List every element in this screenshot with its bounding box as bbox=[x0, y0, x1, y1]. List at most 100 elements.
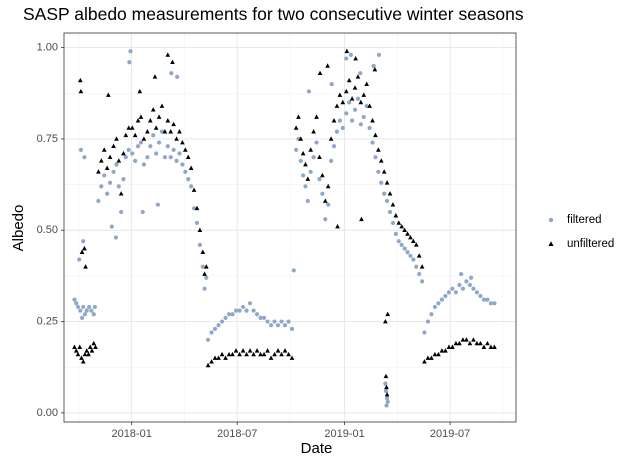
point-unfiltered bbox=[464, 337, 469, 342]
point-filtered bbox=[331, 144, 337, 149]
point-filtered bbox=[443, 293, 448, 299]
point-filtered bbox=[89, 308, 94, 313]
point-unfiltered bbox=[132, 132, 138, 138]
y-tick-label: 0.25 bbox=[37, 315, 58, 327]
point-filtered bbox=[133, 158, 138, 163]
point-unfiltered bbox=[156, 114, 162, 119]
point-filtered bbox=[373, 155, 378, 160]
point-filtered bbox=[355, 96, 361, 101]
point-filtered bbox=[205, 337, 211, 342]
point-filtered bbox=[168, 155, 173, 160]
x-axis-ticks: 2018-01 2018-07 2019-01 2019-07 bbox=[111, 422, 470, 440]
point-filtered bbox=[111, 169, 116, 174]
point-filtered bbox=[303, 184, 308, 189]
point-filtered bbox=[405, 250, 410, 255]
point-unfiltered bbox=[432, 351, 438, 357]
point-filtered bbox=[468, 275, 474, 280]
point-filtered bbox=[350, 118, 355, 123]
point-unfiltered bbox=[300, 150, 306, 156]
point-unfiltered bbox=[361, 92, 367, 97]
point-filtered bbox=[399, 242, 404, 247]
point-filtered bbox=[251, 308, 256, 313]
point-filtered bbox=[240, 304, 246, 310]
point-unfiltered bbox=[340, 99, 346, 105]
point-filtered bbox=[162, 155, 167, 160]
point-unfiltered bbox=[364, 81, 370, 86]
point-filtered bbox=[282, 323, 288, 328]
point-unfiltered bbox=[396, 220, 402, 225]
point-filtered bbox=[408, 253, 413, 258]
point-filtered bbox=[414, 264, 419, 269]
point-filtered bbox=[247, 301, 253, 306]
point-filtered bbox=[154, 151, 159, 156]
point-unfiltered bbox=[282, 348, 288, 353]
point-filtered bbox=[78, 308, 83, 313]
point-filtered bbox=[226, 312, 232, 317]
point-filtered bbox=[116, 184, 121, 189]
y-tick-label: 0.50 bbox=[37, 224, 58, 236]
point-unfiltered bbox=[337, 92, 343, 97]
point-filtered bbox=[371, 63, 376, 68]
point-unfiltered bbox=[105, 92, 111, 97]
point-filtered bbox=[308, 169, 313, 174]
point-filtered bbox=[194, 220, 200, 226]
point-filtered bbox=[367, 125, 372, 131]
point-filtered bbox=[219, 319, 225, 324]
point-unfiltered bbox=[77, 344, 83, 349]
point-unfiltered bbox=[422, 359, 427, 364]
point-filtered bbox=[344, 111, 349, 116]
point-unfiltered bbox=[381, 169, 387, 174]
point-unfiltered bbox=[460, 337, 466, 342]
point-unfiltered bbox=[344, 48, 350, 54]
point-filtered bbox=[165, 144, 170, 149]
point-unfiltered bbox=[425, 355, 431, 360]
point-unfiltered bbox=[367, 103, 372, 108]
point-unfiltered bbox=[384, 392, 390, 397]
point-unfiltered bbox=[261, 351, 267, 357]
point-filtered bbox=[86, 304, 92, 310]
point-unfiltered bbox=[165, 52, 171, 57]
point-filtered bbox=[126, 147, 131, 152]
series-filtered bbox=[72, 49, 497, 408]
point-filtered bbox=[183, 169, 188, 174]
point-filtered bbox=[429, 312, 434, 317]
point-filtered bbox=[376, 169, 381, 174]
point-unfiltered bbox=[286, 351, 291, 357]
point-unfiltered bbox=[467, 340, 473, 346]
point-unfiltered bbox=[118, 191, 124, 196]
point-filtered bbox=[326, 202, 331, 207]
point-filtered bbox=[82, 312, 88, 317]
point-unfiltered bbox=[240, 348, 246, 353]
point-filtered bbox=[384, 403, 389, 408]
legend-label-unfiltered: unfiltered bbox=[567, 238, 614, 250]
point-unfiltered bbox=[177, 129, 182, 134]
point-filtered bbox=[216, 323, 221, 328]
point-unfiltered bbox=[317, 70, 323, 75]
point-filtered bbox=[422, 330, 427, 335]
point-unfiltered bbox=[408, 234, 413, 240]
point-filtered bbox=[138, 140, 144, 145]
point-unfiltered bbox=[121, 150, 126, 156]
point-unfiltered bbox=[343, 88, 349, 94]
point-unfiltered bbox=[137, 88, 143, 94]
point-filtered bbox=[436, 301, 441, 306]
point-filtered bbox=[99, 184, 104, 189]
point-filtered bbox=[102, 173, 107, 178]
point-filtered bbox=[314, 140, 319, 145]
point-unfiltered bbox=[358, 99, 364, 105]
point-filtered bbox=[79, 315, 85, 321]
point-unfiltered bbox=[488, 344, 494, 349]
point-filtered bbox=[237, 308, 242, 313]
point-unfiltered bbox=[104, 165, 110, 170]
point-unfiltered bbox=[384, 180, 390, 185]
point-filtered bbox=[155, 202, 160, 207]
point-filtered bbox=[78, 147, 84, 152]
point-filtered bbox=[459, 271, 464, 277]
point-filtered bbox=[169, 71, 174, 76]
x-tick-label: 2019-07 bbox=[430, 428, 470, 440]
point-filtered bbox=[320, 191, 325, 196]
point-unfiltered bbox=[481, 344, 487, 349]
point-unfiltered bbox=[180, 139, 185, 145]
point-unfiltered bbox=[471, 337, 476, 342]
